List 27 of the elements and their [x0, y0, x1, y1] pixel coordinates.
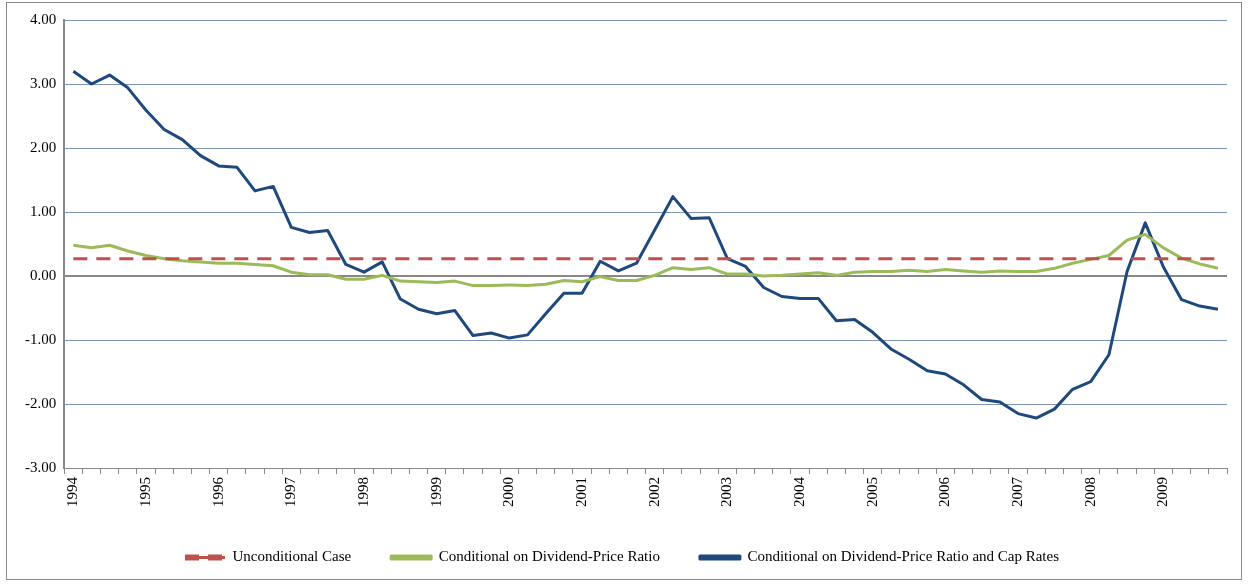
- x-tick-label: 2009: [1154, 477, 1171, 507]
- y-tick-label: -2.00: [25, 394, 57, 411]
- y-tick-label: 4.00: [30, 10, 57, 27]
- x-tick-label: 1994: [64, 476, 81, 507]
- x-tick-label: 2007: [1009, 476, 1026, 507]
- legend-label: Unconditional Case: [232, 548, 352, 565]
- x-tick-label: 2005: [863, 477, 880, 507]
- x-tick-label: 2002: [645, 477, 662, 507]
- x-tick-label: 1997: [282, 476, 299, 507]
- x-tick-label: 2008: [1081, 477, 1098, 507]
- x-tick-label: 1995: [136, 477, 153, 507]
- x-tick-label: 2000: [500, 477, 517, 507]
- y-tick-label: -3.00: [25, 458, 57, 475]
- y-tick-label: 2.00: [30, 138, 57, 155]
- x-tick-label: 2003: [718, 477, 735, 507]
- y-tick-label: -1.00: [25, 330, 57, 347]
- legend-label: Conditional on Dividend-Price Ratio: [438, 548, 660, 565]
- legend-label: Conditional on Dividend-Price Ratio and Cap Rates: [747, 548, 1060, 565]
- x-tick-label: 1996: [209, 476, 226, 507]
- x-tick-label: 1999: [427, 477, 444, 507]
- y-tick-label: 0.00: [30, 266, 57, 283]
- x-tick-label: 2004: [790, 476, 807, 507]
- x-tick-label: 2001: [572, 477, 589, 507]
- x-tick-label: 2006: [936, 476, 953, 507]
- y-tick-label: 1.00: [30, 202, 57, 219]
- x-tick-label: 1998: [354, 477, 371, 507]
- y-tick-label: 3.00: [30, 74, 57, 91]
